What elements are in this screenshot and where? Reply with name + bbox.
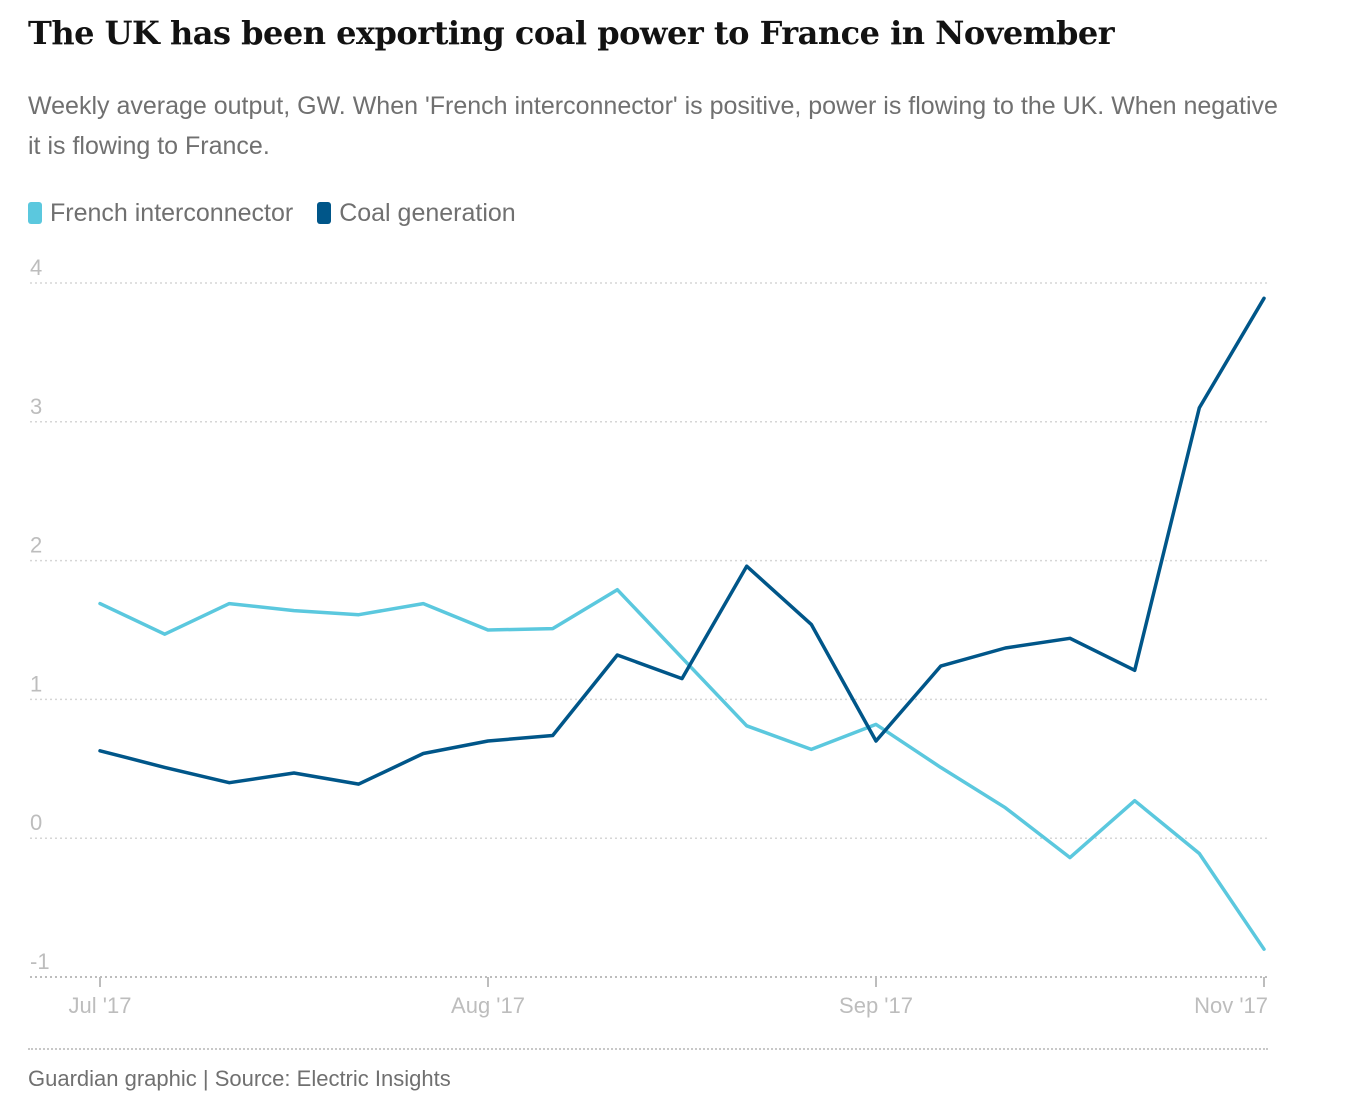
line-chart: 4 3 2 1 0 -1 Jul '17 Aug '17 Sep '17 Nov '17 — [30, 255, 1268, 1018]
series-line-french-interconnector — [98, 587, 1266, 951]
series-line-coal-generation — [98, 296, 1266, 786]
legend-item-coal-generation: Coal generation — [317, 199, 516, 228]
series-lines — [98, 296, 1266, 951]
legend-item-french-interconnector: French interconnector — [28, 199, 293, 228]
gridlines — [30, 282, 1268, 978]
x-axis: Jul '17 Aug '17 Sep '17 Nov '17 — [69, 977, 1268, 1018]
legend-label-coal: Coal generation — [339, 198, 516, 227]
x-tick-label: Aug '17 — [451, 993, 525, 1018]
y-axis-ticks: 4 3 2 1 0 -1 — [30, 255, 50, 974]
x-tick-label: Nov '17 — [1194, 993, 1268, 1018]
y-tick-label: 2 — [30, 533, 42, 558]
legend-swatch-coal — [317, 202, 332, 224]
chart-subtitle: Weekly average output, GW. When 'French … — [28, 92, 1278, 160]
bottom-divider — [28, 1048, 1268, 1050]
y-tick-label: 4 — [30, 255, 42, 280]
legend-swatch-french — [28, 202, 42, 224]
y-tick-label: 3 — [30, 394, 42, 419]
legend-label-french: French interconnector — [50, 198, 294, 227]
y-tick-label: 1 — [30, 671, 42, 696]
y-tick-label: -1 — [30, 949, 50, 974]
source-credit: Guardian graphic | Source: Electric Insi… — [28, 1066, 451, 1091]
x-tick-label: Sep '17 — [839, 993, 913, 1018]
legend: French interconnector Coal generation — [28, 196, 540, 230]
y-tick-label: 0 — [30, 810, 42, 835]
x-tick-label: Jul '17 — [69, 993, 132, 1018]
chart-title: The UK has been exporting coal power to … — [28, 14, 1115, 52]
